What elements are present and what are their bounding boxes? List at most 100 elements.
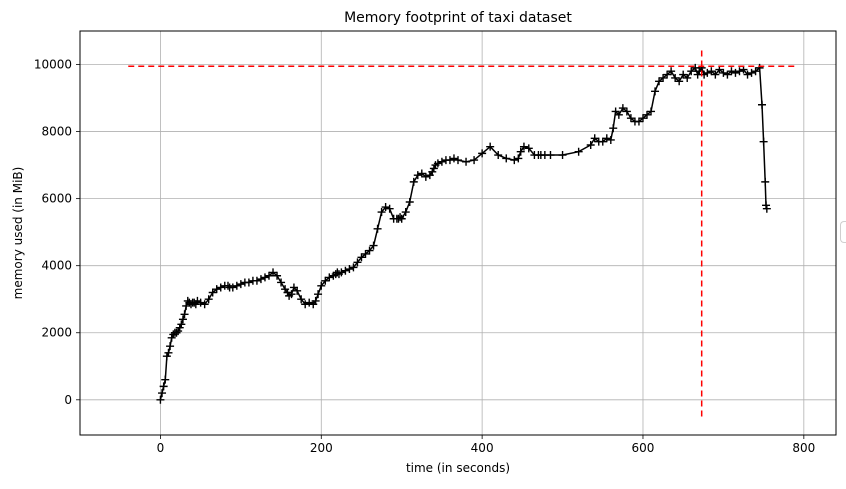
data-point-marker (462, 157, 471, 166)
grid-lines (80, 31, 836, 435)
data-point-marker (405, 197, 414, 206)
data-point-marker (277, 278, 286, 287)
data-point-marker (369, 241, 378, 250)
data-point-marker (762, 204, 771, 213)
data-point-marker (703, 68, 712, 77)
data-point-marker (707, 67, 716, 76)
data-point-marker (260, 273, 269, 282)
data-point-marker (421, 172, 430, 181)
data-point-marker (602, 134, 611, 143)
data-point-marker (156, 395, 165, 404)
data-point-marker (377, 208, 386, 217)
data-point-marker (758, 100, 767, 109)
data-point-marker (735, 67, 744, 76)
data-point-marker (409, 177, 418, 186)
data-point-marker (305, 298, 314, 307)
window-edge-handle[interactable] (840, 221, 846, 243)
data-point-marker (558, 151, 567, 160)
data-point-marker (719, 68, 728, 77)
data-point-marker (679, 70, 688, 79)
x-tick-label: 200 (310, 441, 333, 455)
data-point-marker (671, 73, 680, 82)
data-point-marker (622, 107, 631, 116)
data-point-marker (204, 295, 213, 304)
data-point-marker (514, 154, 523, 163)
data-point-marker (667, 67, 676, 76)
data-point-marker (256, 275, 265, 284)
data-point-marker (494, 151, 503, 160)
data-point-marker (433, 159, 442, 168)
data-point-marker (166, 342, 175, 351)
data-point-marker (345, 265, 354, 274)
data-point-marker (574, 147, 583, 156)
data-point-marker (609, 124, 618, 133)
data-point-marker (659, 73, 668, 82)
data-point-marker (297, 295, 306, 304)
data-point-marker (651, 87, 660, 96)
data-point-marker (454, 156, 462, 165)
data-point-marker (502, 154, 511, 163)
y-tick-label: 2000 (41, 326, 72, 340)
data-point-marker (727, 67, 736, 76)
data-point-marker (519, 142, 528, 151)
data-point-marker (445, 156, 454, 165)
data-point-marker (401, 208, 410, 217)
data-point-marker (212, 285, 221, 294)
memory-series-line (159, 66, 768, 400)
data-point-marker (337, 268, 346, 277)
data-point-marker (236, 280, 245, 289)
data-point-marker (321, 276, 330, 285)
data-point-marker (161, 375, 170, 384)
data-point-marker (273, 271, 282, 280)
data-point-marker (598, 137, 607, 146)
data-point-marker (159, 382, 168, 391)
data-point-marker (606, 135, 615, 144)
data-point-marker (417, 169, 426, 178)
data-point-marker (731, 68, 740, 77)
data-point-marker (546, 151, 555, 160)
data-point-marker (449, 154, 458, 163)
data-point-marker (158, 389, 167, 398)
data-point-marker (244, 278, 253, 287)
data-point-marker (743, 70, 752, 79)
data-point-marker (357, 253, 366, 262)
data-point-marker (723, 70, 732, 79)
y-tick-label: 6000 (41, 192, 72, 206)
x-axis-label: time (in seconds) (406, 461, 510, 475)
data-point-marker (293, 286, 302, 295)
data-point-marker (341, 266, 350, 275)
data-point-marker (317, 281, 326, 290)
data-point-marker (751, 67, 760, 76)
data-point-marker (365, 246, 374, 255)
plot-area-frame (79, 30, 837, 436)
data-point-marker (314, 290, 323, 299)
data-point-marker (381, 203, 390, 212)
x-tick-label: 0 (157, 441, 165, 455)
data-point-marker (311, 296, 320, 305)
data-point-marker (614, 110, 623, 119)
y-tick-label: 10000 (34, 58, 72, 72)
data-point-marker (647, 107, 656, 116)
chart-title: Memory footprint of taxi dataset (344, 10, 572, 26)
data-point-marker (683, 73, 692, 82)
data-point-marker (634, 117, 643, 126)
y-axis-label: memory used (in MiB) (11, 167, 25, 300)
data-point-marker (711, 70, 720, 79)
data-point-marker (486, 142, 495, 151)
data-point-marker (626, 114, 635, 123)
data-point-marker (223, 281, 232, 290)
data-point-marker (232, 281, 241, 290)
data-point-marker (470, 156, 479, 165)
data-point-marker (353, 258, 362, 267)
x-tick-label: 800 (792, 441, 815, 455)
data-point-marker (618, 104, 627, 113)
data-series (156, 63, 771, 404)
data-point-marker (325, 273, 334, 282)
y-tick-label: 4000 (41, 259, 72, 273)
data-point-marker (178, 315, 187, 324)
data-point-marker (663, 70, 672, 79)
x-tick-label: 400 (471, 441, 494, 455)
data-point-marker (755, 63, 764, 72)
